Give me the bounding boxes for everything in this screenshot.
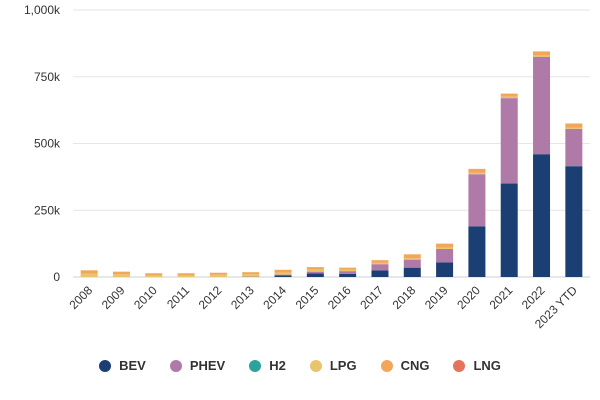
y-tick-label: 250k	[34, 203, 61, 217]
x-tick-label: 2020	[454, 283, 483, 312]
bar-segment-lpg[interactable]	[371, 262, 389, 265]
bar-segment-cng[interactable]	[209, 272, 227, 275]
bar-segment-cng[interactable]	[112, 271, 130, 275]
bar-segment-cng[interactable]	[436, 243, 454, 248]
x-tick-label: 2022	[519, 283, 548, 312]
x-tick-label: 2015	[293, 283, 322, 312]
x-tick-label: 2013	[228, 283, 257, 312]
bar-segment-lpg[interactable]	[436, 247, 454, 249]
x-tick-label: 2014	[260, 283, 289, 312]
x-tick-label: 2008	[66, 283, 95, 312]
bar-segment-lpg[interactable]	[565, 127, 583, 129]
legend-swatch	[309, 359, 322, 372]
x-tick-label: 2021	[487, 283, 516, 312]
bar-segment-cng[interactable]	[339, 267, 357, 270]
legend-item-h2[interactable]: H2	[249, 358, 286, 373]
x-tick-label: 2010	[131, 283, 160, 312]
bar-segment-cng[interactable]	[242, 272, 260, 275]
x-tick-label: 2017	[357, 283, 386, 312]
bar-segment-lpg[interactable]	[80, 273, 98, 277]
bar-segment-cng[interactable]	[145, 273, 163, 276]
bar-segment-cng[interactable]	[468, 168, 486, 173]
bar-segment-lpg[interactable]	[274, 272, 292, 275]
legend-swatch	[249, 359, 262, 372]
legend-label: LPG	[329, 358, 357, 373]
bar-segment-bev[interactable]	[436, 262, 454, 277]
bar-segment-lpg[interactable]	[403, 258, 421, 260]
y-tick-label: 500k	[34, 137, 61, 151]
x-tick-label: 2019	[422, 283, 451, 312]
bar-segment-lpg[interactable]	[112, 274, 130, 277]
legend-swatch	[99, 359, 112, 372]
bar-segment-bev[interactable]	[339, 273, 357, 277]
bar-segment-bev[interactable]	[500, 183, 518, 277]
x-tick-label: 2018	[390, 283, 419, 312]
bar-segment-cng[interactable]	[500, 93, 518, 97]
y-tick-label: 1,000k	[24, 3, 61, 17]
x-axis-tick-labels: 2008 2009 2010 2011 2012 2013 2014 2015 2016 2017…	[66, 283, 580, 331]
bar-segment-lpg[interactable]	[145, 275, 163, 277]
bar-segment-cng[interactable]	[177, 273, 195, 276]
bar-segment-cng[interactable]	[80, 270, 98, 274]
bar-segment-lpg[interactable]	[533, 55, 551, 57]
x-tick-label: 2012	[196, 283, 225, 312]
bar-segment-phev[interactable]	[371, 264, 389, 271]
y-axis-tick-labels: 0 250k 500k 750k 1,000k	[24, 3, 61, 284]
legend: BEV PHEV H2 LPG CNG LNG	[0, 358, 600, 373]
bar-segment-cng[interactable]	[306, 267, 324, 270]
bar-segment-lpg[interactable]	[209, 274, 227, 277]
bar-segment-cng[interactable]	[565, 123, 583, 128]
bar-segment-bev[interactable]	[533, 154, 551, 277]
bar-segment-lpg[interactable]	[339, 269, 357, 272]
bar-segment-phev[interactable]	[533, 56, 551, 155]
bar-segment-phev[interactable]	[500, 98, 518, 184]
bar-segment-phev[interactable]	[565, 128, 583, 167]
legend-label: CNG	[400, 358, 430, 373]
bar-segment-bev[interactable]	[371, 270, 389, 277]
bar-segment-cng[interactable]	[371, 260, 389, 263]
x-tick-label: 2011	[164, 283, 192, 311]
legend-item-lng[interactable]: LNG	[453, 358, 501, 373]
bar-segment-bev[interactable]	[565, 166, 583, 277]
bar-segment-bev[interactable]	[403, 267, 421, 277]
y-tick-label: 750k	[34, 70, 61, 84]
bar-segment-phev[interactable]	[274, 274, 292, 276]
bar-segment-lpg[interactable]	[242, 274, 260, 277]
bar-segment-phev[interactable]	[306, 271, 324, 274]
bar-segment-cng[interactable]	[533, 51, 551, 56]
bar-segment-bev[interactable]	[468, 226, 486, 277]
bar-segment-bev[interactable]	[274, 275, 292, 277]
bar-segment-lpg[interactable]	[500, 96, 518, 99]
bar-segment-lpg[interactable]	[468, 172, 486, 175]
legend-item-cng[interactable]: CNG	[380, 358, 430, 373]
bar-segment-phev[interactable]	[436, 248, 454, 263]
legend-item-bev[interactable]: BEV	[99, 358, 146, 373]
bar-segment-cng[interactable]	[403, 254, 421, 259]
legend-label: BEV	[119, 358, 146, 373]
legend-item-phev[interactable]: PHEV	[169, 358, 226, 373]
bar-segment-lpg[interactable]	[177, 275, 195, 277]
bar-segment-phev[interactable]	[339, 271, 357, 274]
legend-swatch	[380, 359, 393, 372]
bars	[80, 51, 583, 277]
legend-item-lpg[interactable]: LPG	[309, 358, 357, 373]
legend-swatch	[453, 359, 466, 372]
legend-label: LNG	[473, 358, 501, 373]
bar-segment-bev[interactable]	[306, 273, 324, 277]
legend-label: PHEV	[189, 358, 226, 373]
x-tick-label: 2016	[325, 283, 354, 312]
bar-segment-lpg[interactable]	[306, 269, 324, 272]
bar-segment-cng[interactable]	[274, 269, 292, 273]
x-tick-label: 2009	[99, 283, 128, 312]
y-tick-label: 0	[53, 270, 60, 284]
legend-label: H2	[269, 358, 286, 373]
bar-segment-phev[interactable]	[468, 174, 486, 227]
legend-swatch	[169, 359, 182, 372]
bar-segment-phev[interactable]	[403, 259, 421, 268]
